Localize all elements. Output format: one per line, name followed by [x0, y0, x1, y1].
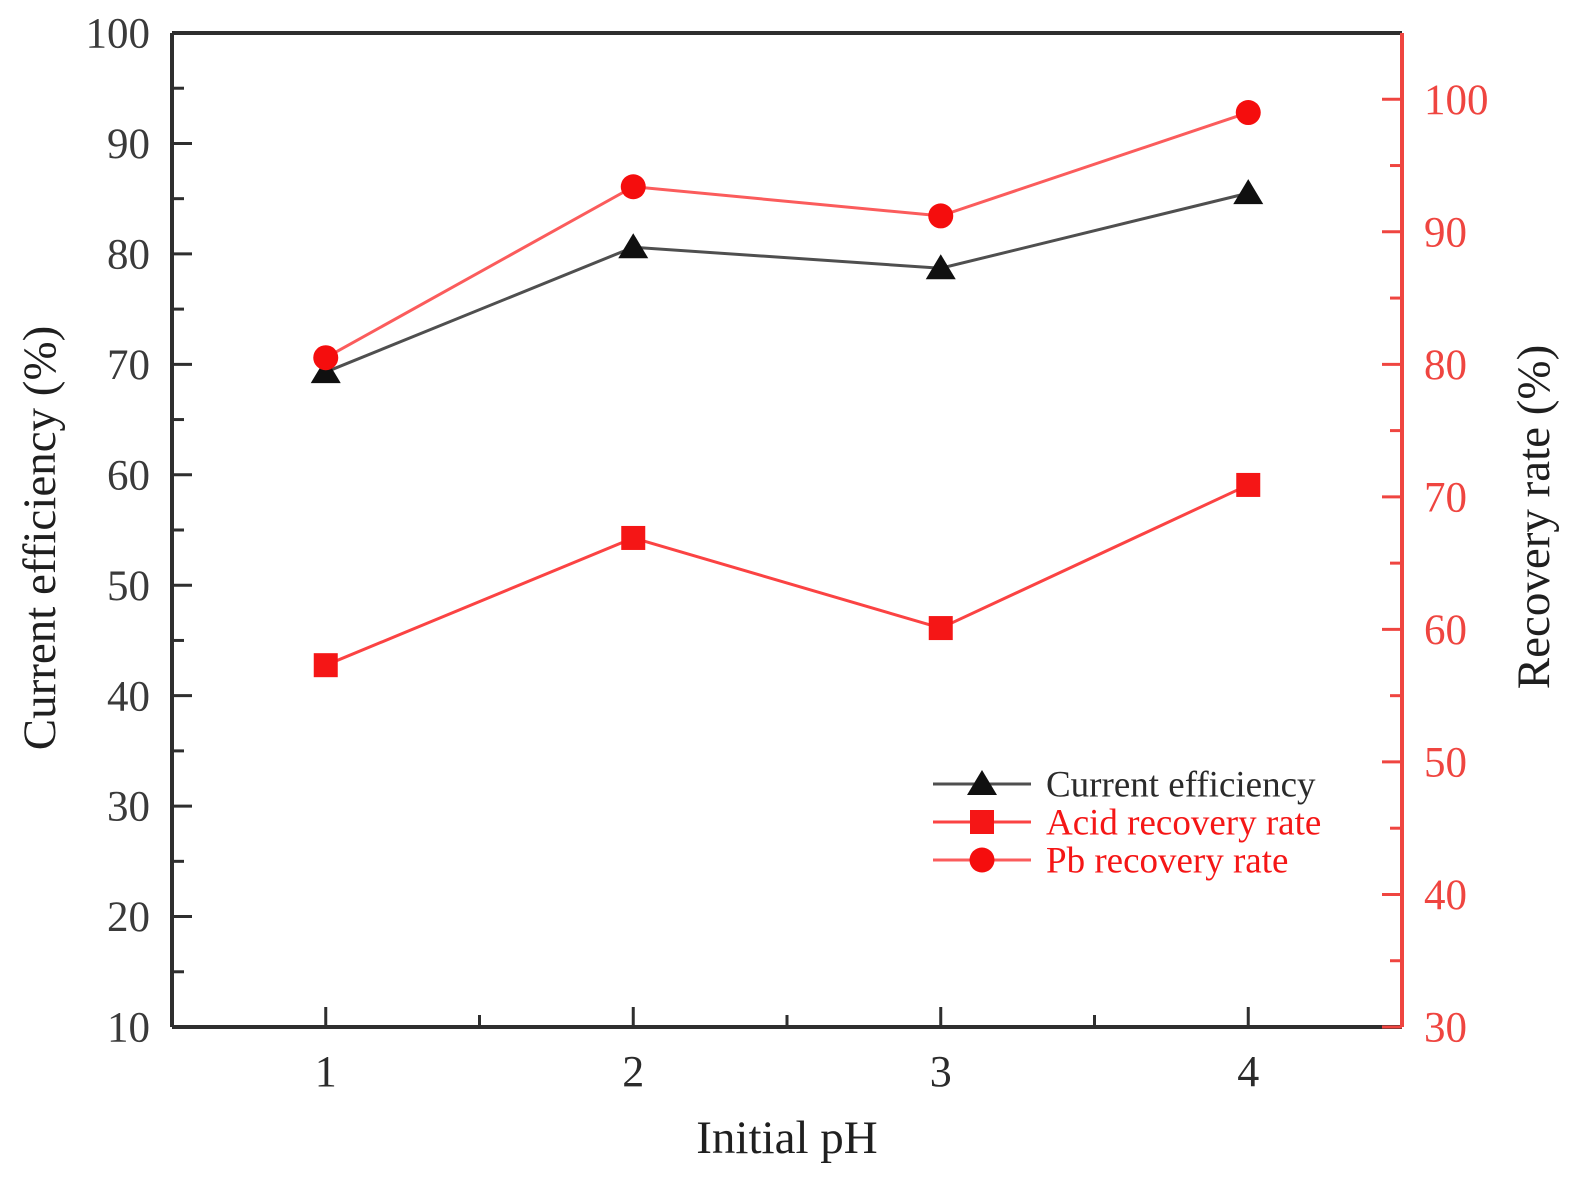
series-line-triangle — [325, 191, 1249, 374]
series-square-marker — [928, 616, 953, 641]
x-axis-title: Initial pH — [696, 1112, 878, 1164]
left-axis-tick-label: 100 — [86, 11, 151, 58]
legend-label: Current efficiency — [1046, 765, 1316, 806]
left-axis-tick-label: 30 — [107, 784, 150, 831]
series-triangle-marker — [925, 254, 956, 280]
x-axis-tick-label: 1 — [315, 1047, 337, 1096]
right-axis-tick-label: 40 — [1424, 872, 1467, 919]
series-triangle-marker — [618, 233, 649, 259]
series-circle-marker — [1235, 100, 1261, 126]
series-square-marker — [1236, 472, 1261, 497]
series-triangle-marker — [310, 358, 341, 384]
right-axis-tick-label: 30 — [1424, 1005, 1467, 1052]
left-axis-tick-label: 40 — [107, 673, 150, 720]
series-square-marker — [313, 653, 338, 678]
right-axis-title: Recovery rate (%) — [1508, 344, 1560, 690]
right-axis-tick-label: 90 — [1424, 209, 1467, 256]
right-axis-tick-label: 60 — [1424, 607, 1467, 654]
right-axis-tick-label: 80 — [1424, 342, 1467, 389]
series-circle-marker — [620, 174, 646, 200]
legend-square-marker — [970, 810, 994, 834]
left-axis-tick-label: 10 — [107, 1005, 150, 1052]
series-square-marker — [621, 525, 646, 550]
x-axis-tick-label: 4 — [1237, 1047, 1259, 1096]
right-axis-tick-label: 100 — [1424, 77, 1489, 124]
legend-triangle-marker — [967, 770, 997, 795]
series-triangle-marker — [1233, 179, 1264, 205]
series-circle-marker — [928, 203, 954, 229]
legend-label: Acid recovery rate — [1046, 803, 1321, 844]
series-line-circle — [325, 111, 1249, 360]
left-axis-title: Current efficiency (%) — [14, 325, 66, 751]
left-axis-tick-label: 50 — [107, 563, 150, 610]
series-circle-marker — [313, 345, 339, 371]
x-axis-tick-label: 3 — [930, 1047, 952, 1096]
left-axis-tick-label: 20 — [107, 894, 150, 941]
right-axis-tick-label: 50 — [1424, 740, 1467, 787]
left-axis-tick-label: 70 — [107, 342, 150, 389]
series-line-square — [325, 483, 1249, 667]
left-axis-tick-label: 60 — [107, 452, 150, 499]
left-axis-tick-label: 90 — [107, 121, 150, 168]
x-axis-tick-label: 2 — [622, 1047, 644, 1096]
left-axis-tick-label: 80 — [107, 232, 150, 279]
legend-label: Pb recovery rate — [1046, 841, 1288, 882]
legend-circle-marker — [969, 847, 995, 873]
right-axis-tick-label: 70 — [1424, 474, 1467, 521]
